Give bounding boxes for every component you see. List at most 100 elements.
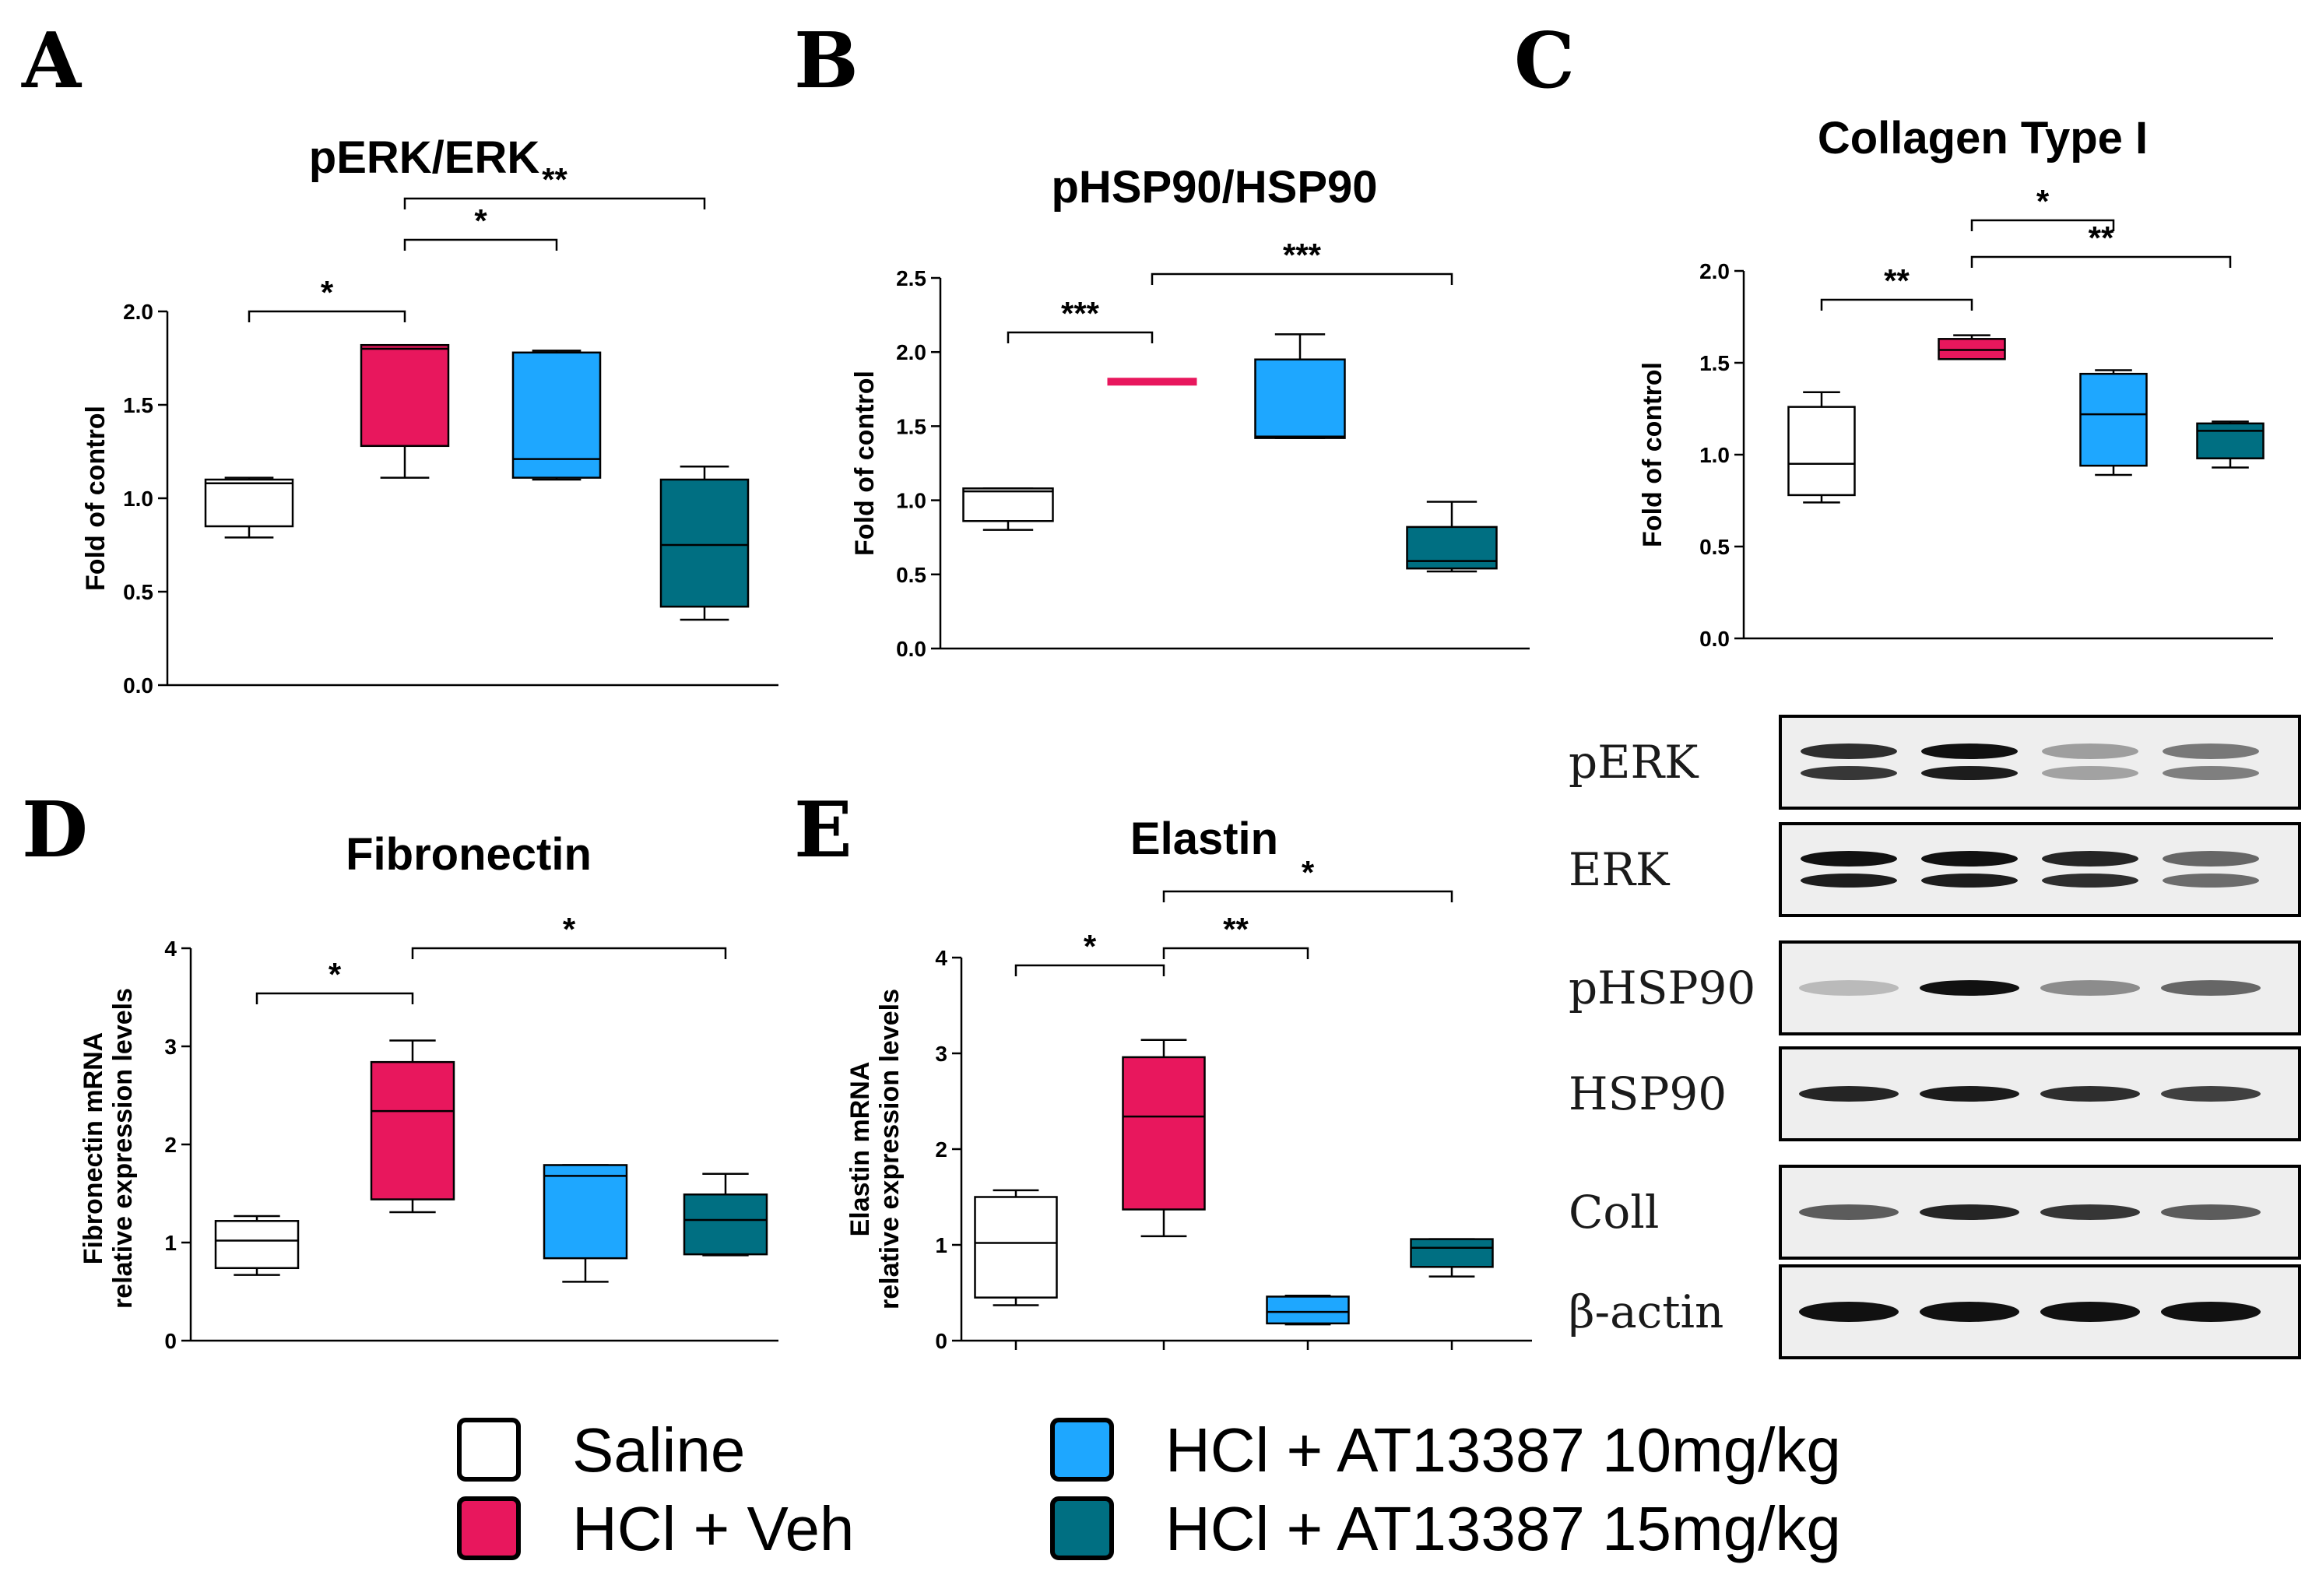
blot-row-coll: Coll xyxy=(1569,1165,2301,1260)
blot-label: pHSP90 xyxy=(1569,961,1755,1014)
y-tick-label: 4 xyxy=(935,946,947,970)
y-tick-label: 1 xyxy=(935,1233,947,1257)
bracket-line xyxy=(248,310,406,322)
box-hcl-at13387-10mg-kg xyxy=(1266,1294,1350,1326)
blot-row-hsp90: HSP90 xyxy=(1569,1046,2301,1141)
blot-band xyxy=(2163,744,2259,759)
legend: Saline HCl + Veh HCl + AT13387 10mg/kg HCl … xyxy=(457,1415,1841,1563)
box-iqr xyxy=(974,1196,1058,1299)
blot-frame xyxy=(1779,715,2301,810)
blot-band xyxy=(1799,1086,1899,1102)
y-tick-label: 2.0 xyxy=(1699,259,1730,283)
blot-band xyxy=(2161,1204,2261,1220)
blot-band xyxy=(1799,1204,1899,1220)
blot-band xyxy=(1921,744,2018,759)
significance-label: * xyxy=(329,956,342,993)
significance-bracket: *** xyxy=(1151,237,1453,285)
significance-bracket: * xyxy=(248,274,406,322)
chart-title: Fibronectin xyxy=(346,829,592,880)
bracket-line xyxy=(403,197,706,209)
significance-label: ** xyxy=(542,161,567,198)
box-hcl-veh xyxy=(360,343,450,479)
box-iqr xyxy=(1787,406,1856,497)
y-axis-label: Elastin mRNArelative expression levels xyxy=(845,989,905,1309)
y-tick-label: 4 xyxy=(164,937,177,961)
blot-label: HSP90 xyxy=(1569,1067,1727,1120)
blot-band xyxy=(1801,851,1897,867)
legend-label: Saline xyxy=(572,1415,745,1485)
box-iqr xyxy=(360,343,450,448)
y-axis-label-line: Fold of control xyxy=(850,371,880,556)
panel-C: C Collagen Type I 0.0 0.5 1.0 1.5 2.0 Fold of c… xyxy=(1514,16,2273,651)
y-axis-label: Fold of control xyxy=(850,371,880,556)
significance-label: * xyxy=(1302,854,1315,891)
blot-band xyxy=(2163,766,2259,780)
y-axis-label-line: Fold of control xyxy=(81,406,111,591)
legend-item: HCl + AT13387 10mg/kg xyxy=(1050,1415,1841,1485)
chart-title: pHSP90/HSP90 xyxy=(1051,162,1377,213)
blot-band xyxy=(1801,766,1897,780)
blot-label: β-actin xyxy=(1569,1285,1723,1338)
panel-letter: E xyxy=(794,786,852,875)
y-tick-label: 2.0 xyxy=(123,300,153,324)
y-tick-label: 1.0 xyxy=(896,489,926,513)
blot-band xyxy=(1920,1204,2019,1220)
box-iqr xyxy=(214,1220,300,1270)
blot-frame xyxy=(1779,822,2301,917)
y-tick-label: 0.0 xyxy=(1699,627,1730,651)
bracket-line xyxy=(403,238,558,251)
significance-label: *** xyxy=(1061,295,1100,332)
box-saline xyxy=(204,476,294,539)
significance-bracket: * xyxy=(255,956,414,1004)
box-hcl-at13387-10mg-kg xyxy=(543,1164,628,1283)
significance-label: * xyxy=(474,202,487,239)
significance-bracket: * xyxy=(411,911,727,959)
legend-label: HCl + AT13387 15mg/kg xyxy=(1165,1494,1841,1563)
legend-item: HCl + Veh xyxy=(457,1494,854,1563)
y-tick-label: 0.5 xyxy=(1699,535,1730,559)
box-iqr xyxy=(204,478,294,528)
significance-bracket: * xyxy=(403,202,558,251)
bracket-line xyxy=(411,947,727,959)
significance-bracket: ** xyxy=(403,161,706,209)
blot-label: ERK xyxy=(1569,843,1671,896)
significance-label: * xyxy=(563,911,576,947)
y-axis-label: Fold of control xyxy=(81,406,111,591)
significance-label: * xyxy=(2036,183,2050,220)
y-tick-label: 0.0 xyxy=(123,673,153,698)
y-tick-label: 3 xyxy=(935,1042,947,1066)
y-tick-label: 2.0 xyxy=(896,340,926,364)
blot-band xyxy=(2163,874,2259,888)
significance-label: *** xyxy=(1283,237,1322,273)
legend-item: HCl + AT13387 15mg/kg xyxy=(1050,1494,1841,1563)
box-hcl-at13387-15mg-kg xyxy=(1406,501,1498,573)
box-iqr xyxy=(1266,1295,1350,1325)
legend-label: HCl + AT13387 10mg/kg xyxy=(1165,1415,1841,1485)
panel-D: D Fibronectin 0 1 2 3 4 Fibronectin mRNArelativ… xyxy=(22,786,778,1353)
significance-bracket: *** xyxy=(1007,295,1154,343)
legend-swatch xyxy=(1050,1496,1114,1560)
blot-band xyxy=(2042,851,2138,867)
panel-E: E Elastin 0 1 2 3 4 Elastin mRNArelative expres… xyxy=(794,786,1532,1353)
significance-label: ** xyxy=(2089,220,2114,256)
y-tick-label: 0.5 xyxy=(896,563,926,587)
blot-band xyxy=(1921,766,2018,780)
blot-band xyxy=(1801,874,1897,888)
significance-label: * xyxy=(1084,928,1097,965)
blot-label: pERK xyxy=(1569,736,1699,789)
blot-band xyxy=(2042,744,2138,759)
blot-row-phsp90: pHSP90 xyxy=(1569,940,2301,1035)
panel-letter: B xyxy=(794,16,859,106)
box-iqr xyxy=(683,1193,768,1256)
significance-bracket: ** xyxy=(1162,911,1309,959)
y-tick-label: 1.5 xyxy=(123,393,153,417)
blot-band xyxy=(2042,766,2138,780)
blot-row-perk: pERK xyxy=(1569,715,2301,810)
y-tick-label: 0.5 xyxy=(123,580,153,604)
y-tick-label: 0.0 xyxy=(896,637,926,661)
y-axis-label-line: Elastin mRNA xyxy=(845,1062,875,1237)
significance-bracket: * xyxy=(1162,854,1453,902)
significance-label: ** xyxy=(1884,262,1910,299)
blot-band xyxy=(1801,744,1897,759)
box-iqr xyxy=(2196,422,2265,459)
